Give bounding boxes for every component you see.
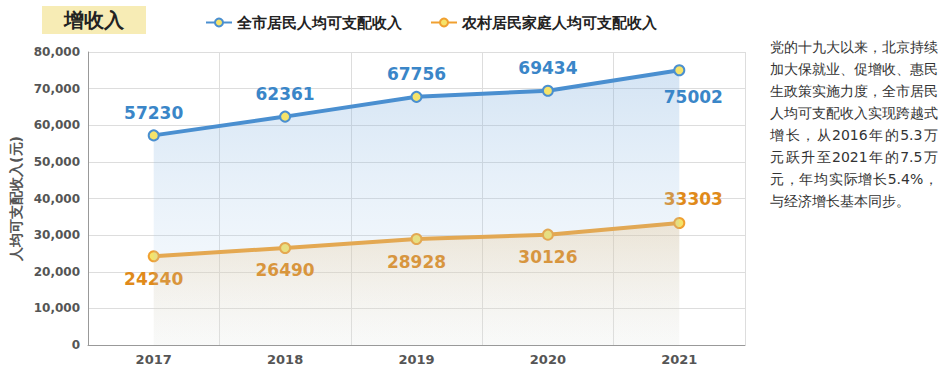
- svg-text:10,000: 10,000: [34, 301, 80, 315]
- svg-text:全市居民人均可支配收入: 全市居民人均可支配收入: [236, 14, 403, 32]
- svg-text:0: 0: [72, 338, 80, 352]
- svg-text:80,000: 80,000: [34, 45, 80, 59]
- svg-text:70,000: 70,000: [34, 82, 80, 96]
- svg-text:50,000: 50,000: [34, 155, 80, 169]
- svg-text:67756: 67756: [387, 64, 446, 84]
- svg-text:69434: 69434: [518, 58, 577, 78]
- svg-text:30,000: 30,000: [34, 228, 80, 242]
- svg-text:人均可支配收入(元): 人均可支配收入(元): [8, 136, 24, 262]
- svg-text:2021: 2021: [661, 352, 697, 367]
- svg-text:57230: 57230: [124, 103, 183, 123]
- svg-text:20,000: 20,000: [34, 265, 80, 279]
- svg-text:2017: 2017: [136, 352, 172, 367]
- svg-text:2020: 2020: [530, 352, 566, 367]
- svg-text:增收入: 增收入: [63, 8, 125, 32]
- svg-text:33303: 33303: [663, 188, 723, 209]
- svg-text:75002: 75002: [664, 87, 723, 107]
- html-text:党的十九大以来，北京持续加大保就业、促增收、惠民生政策实施力: 党的十九大以来，北京持续加大保就业、促增收、惠民生政策实施力度，全市居民人均可支…: [770, 39, 938, 209]
- svg-text:40,000: 40,000: [34, 192, 80, 206]
- svg-text:2018: 2018: [267, 352, 303, 367]
- svg-text:2019: 2019: [398, 352, 434, 367]
- svg-text:60,000: 60,000: [34, 118, 80, 132]
- svg-text:农村居民家庭人均可支配收入: 农村居民家庭人均可支配收入: [461, 14, 658, 32]
- svg-text:62361: 62361: [256, 84, 315, 104]
